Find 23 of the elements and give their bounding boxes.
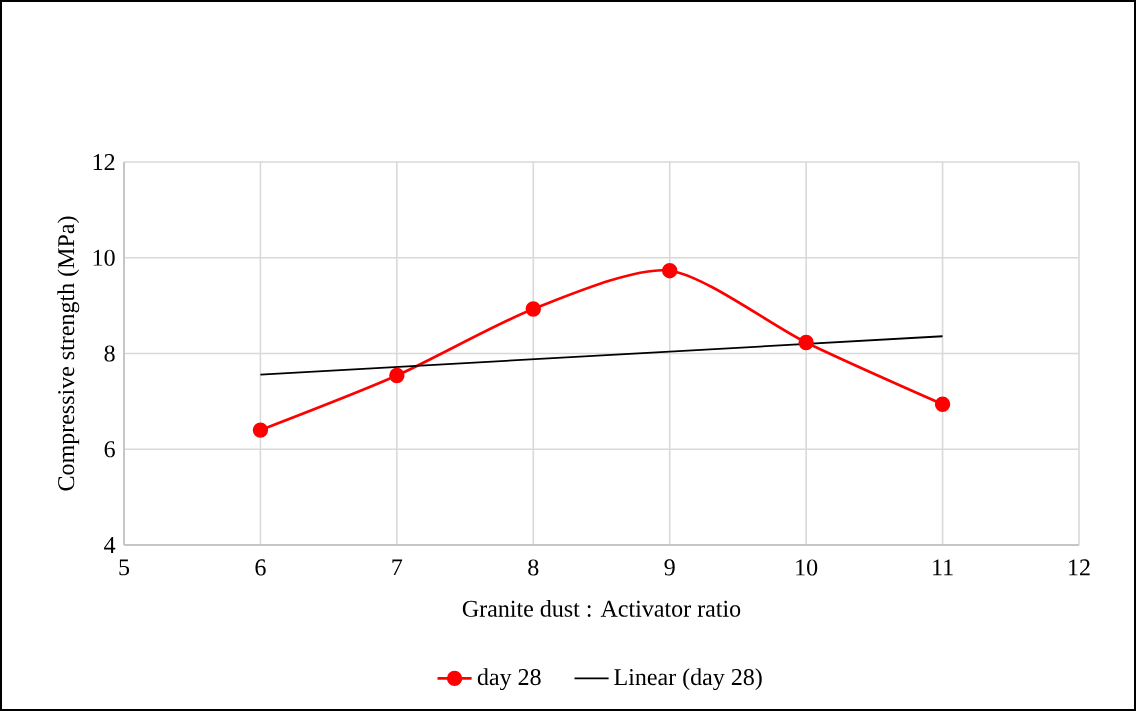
point <box>662 262 678 279</box>
x-tick-label: 5 <box>119 559 130 576</box>
point <box>252 422 269 438</box>
point <box>525 301 541 317</box>
point <box>934 396 951 412</box>
point <box>389 367 405 384</box>
x-tick-label: 6 <box>255 559 266 576</box>
legend-label: Linear (day 28) <box>614 668 762 691</box>
y-tick-label: 12 <box>93 154 115 170</box>
x-axis-title: Granite dust : Activator ratio <box>462 599 741 617</box>
x-tick-label: 9 <box>664 559 675 576</box>
legend-label: day 28 <box>477 668 541 691</box>
point <box>798 334 814 351</box>
y-tick-label: 6 <box>104 441 115 458</box>
x-tick-label: 10 <box>796 559 818 576</box>
y-tick-label: 10 <box>93 249 115 266</box>
x-tick-label: 7 <box>392 559 403 576</box>
y-tick-label: 8 <box>104 345 115 362</box>
y-axis-title: Compressive strength (MPa) <box>57 216 80 491</box>
x-tick-label: 11 <box>933 559 953 576</box>
y-tick-label: 4 <box>104 537 116 553</box>
x-tick-label: 8 <box>528 559 539 576</box>
x-tick-label: 12 <box>1069 559 1090 576</box>
